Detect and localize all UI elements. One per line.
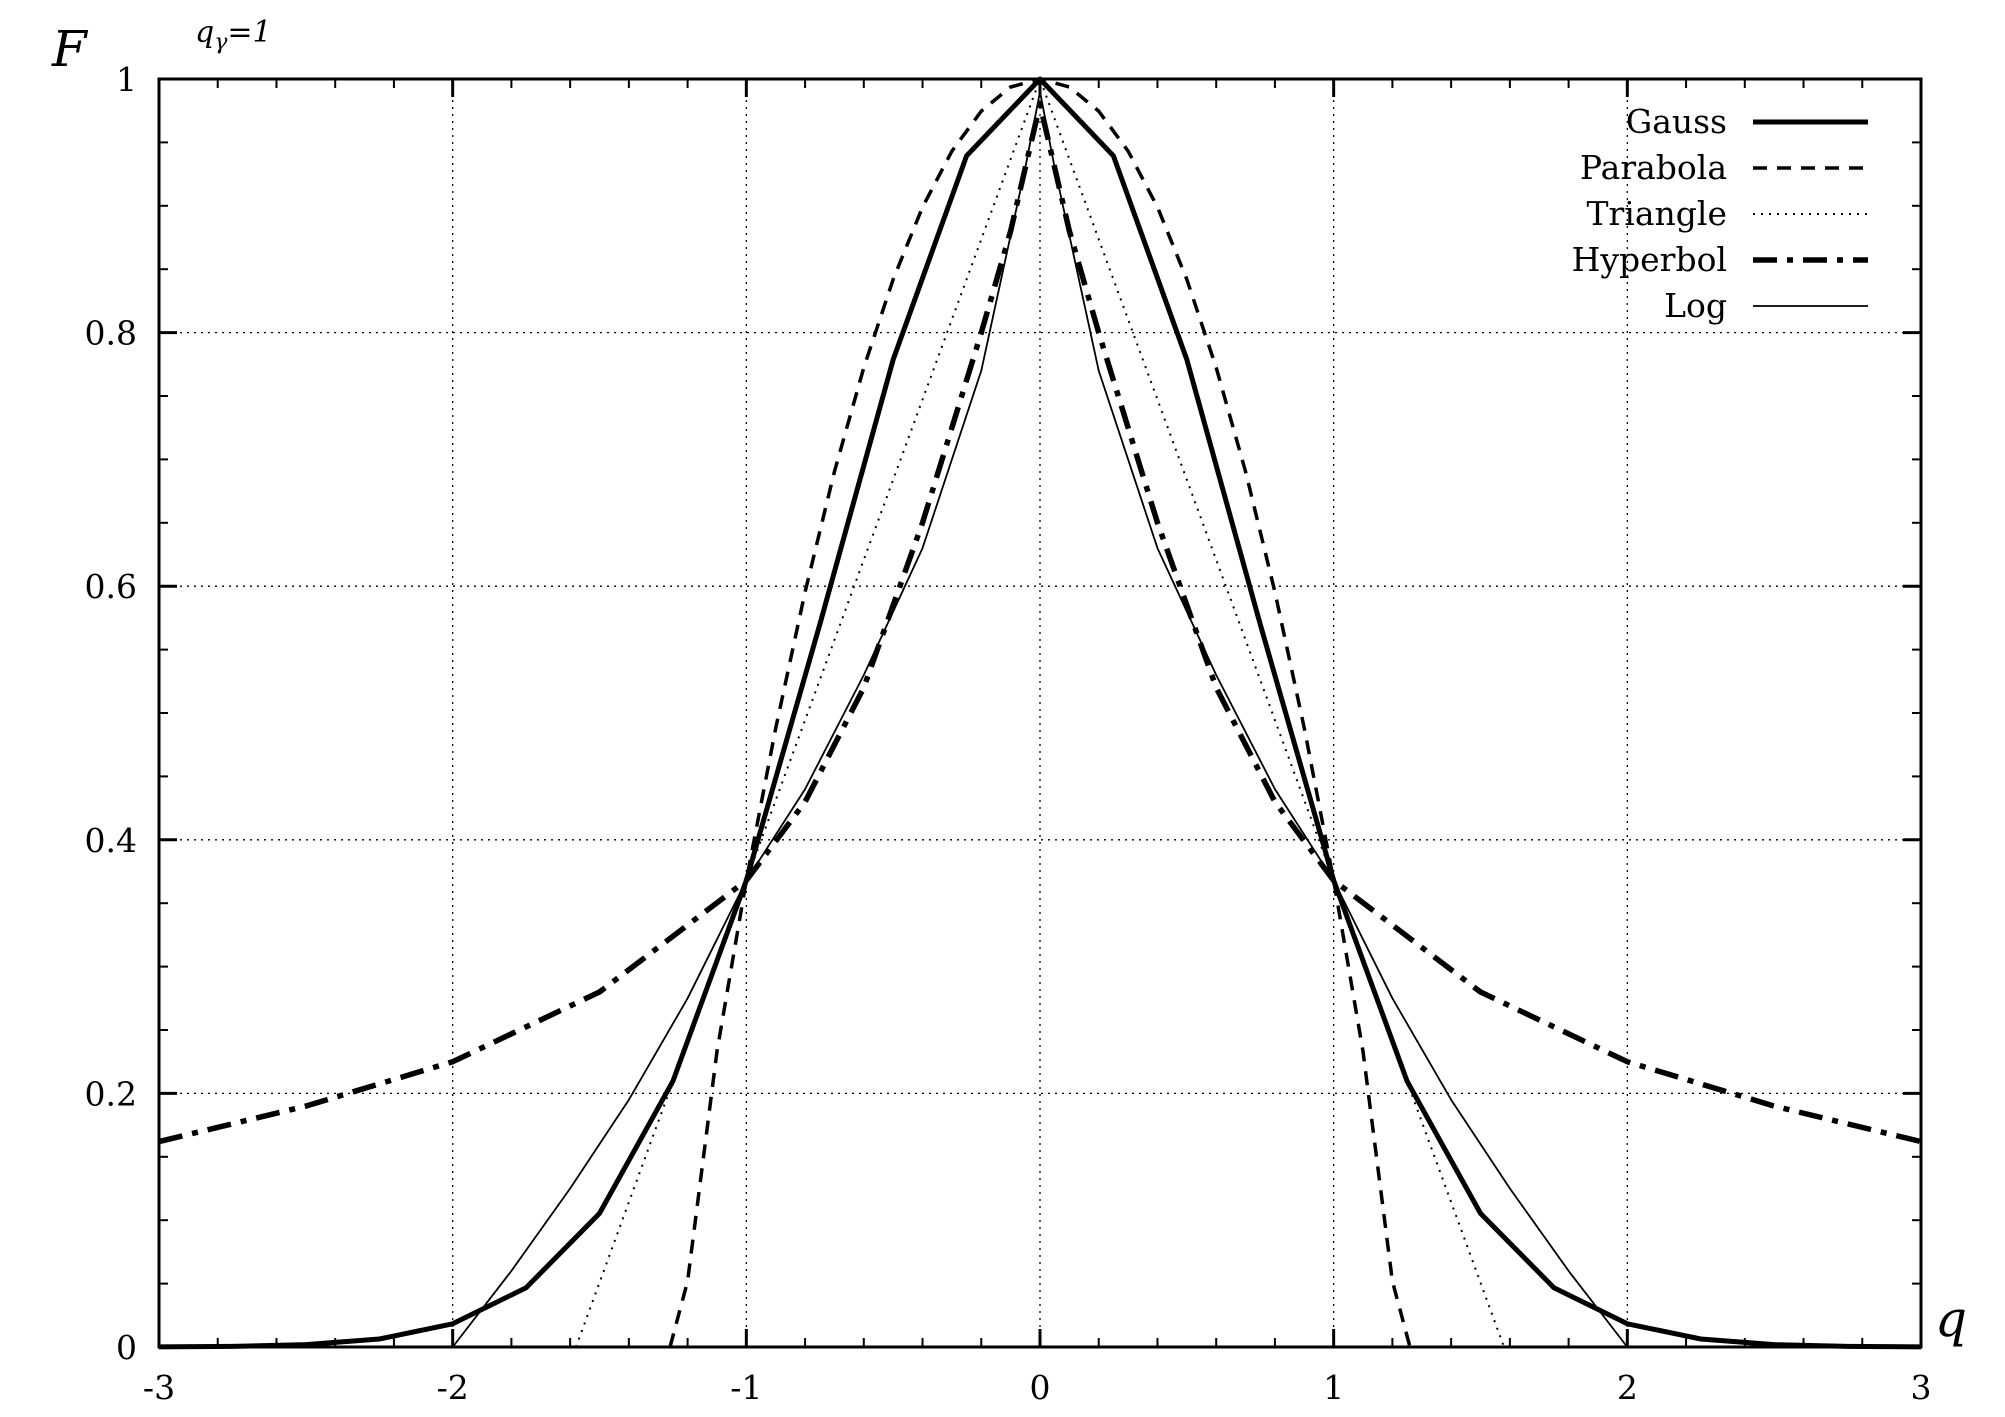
legend-label-triangle: Triangle (1587, 194, 1727, 233)
legend-label-hyperbol: Hyperbol (1572, 240, 1727, 279)
annotation-subscript: γ (214, 30, 228, 55)
y-tick-label: 0.2 (85, 1074, 137, 1113)
y-tick-label: 0 (116, 1328, 137, 1367)
parameter-annotation: qγ=1 (195, 15, 272, 55)
y-tick-label: 0.6 (85, 567, 137, 606)
x-tick-label: -3 (143, 1368, 175, 1407)
y-tick-label: 0.4 (85, 821, 137, 860)
series-triangle-line (575, 78, 1505, 1348)
annotation-rest: =1 (227, 15, 271, 50)
x-tick-label: -1 (730, 1368, 762, 1407)
tick-labels: -3 -2 -1 0 1 2 3 0 0.2 0.4 0.6 0.8 1 (85, 60, 1932, 1407)
annotation-base: q (195, 15, 214, 50)
x-tick-label: -2 (437, 1368, 469, 1407)
y-tick-label: 1 (116, 60, 137, 99)
legend: Gauss Parabola Triangle Hyperbol Log (1572, 102, 1868, 325)
y-tick-label: 0.8 (85, 314, 137, 353)
x-axis-title: q (1935, 1290, 1967, 1348)
x-tick-label: 2 (1617, 1368, 1638, 1407)
x-tick-label: 0 (1030, 1368, 1051, 1407)
axis-ticks (157, 77, 1923, 1349)
legend-label-parabola: Parabola (1580, 148, 1727, 187)
legend-label-gauss: Gauss (1626, 102, 1727, 141)
x-tick-label: 1 (1323, 1368, 1344, 1407)
legend-label-log: Log (1664, 286, 1727, 325)
grid-lines (159, 79, 1921, 1347)
y-axis-title: F (51, 20, 89, 78)
x-tick-label: 3 (1911, 1368, 1932, 1407)
